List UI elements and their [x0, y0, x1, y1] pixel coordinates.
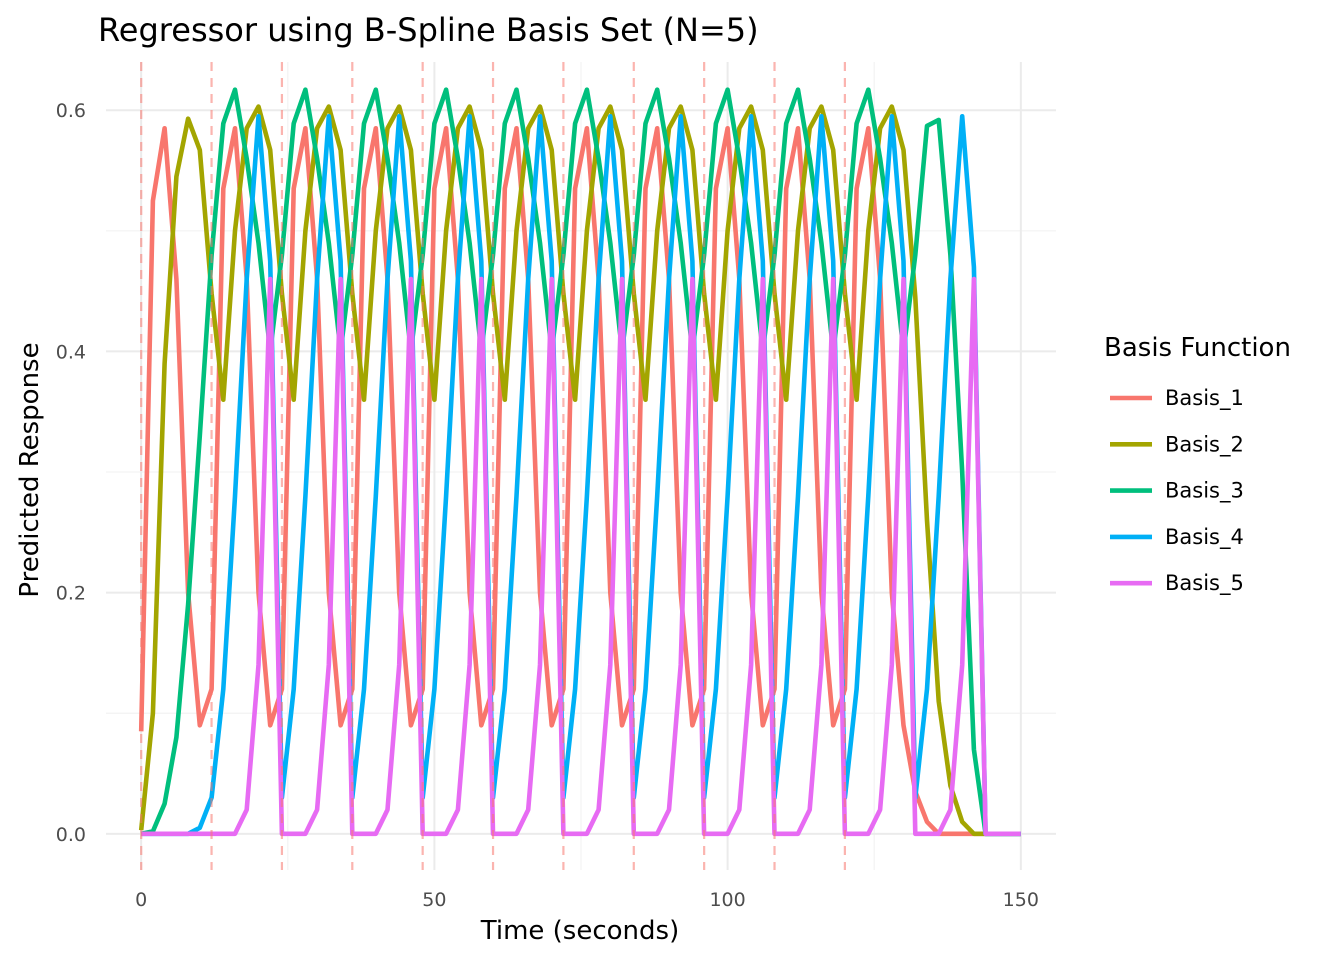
x-tick-label: 0	[135, 889, 147, 911]
y-tick-label: 0.6	[56, 100, 86, 122]
series-lines	[138, 87, 1021, 837]
x-tick-label: 50	[422, 889, 446, 911]
chart-title: Regressor using B-Spline Basis Set (N=5)	[98, 11, 759, 49]
y-tick-label: 0.0	[56, 824, 86, 846]
onset-lines	[140, 62, 846, 870]
legend-label: Basis_4	[1165, 525, 1244, 550]
legend-items: Basis_1 Basis_2 Basis_3 Basis_4 Basis_5	[1110, 386, 1244, 596]
x-tick-label: 150	[1003, 889, 1039, 911]
legend-label: Basis_1	[1165, 386, 1244, 411]
series-line-basis-1	[138, 126, 1021, 837]
series-line-basis-2	[138, 104, 1021, 837]
plot-area	[106, 62, 1056, 870]
y-tick-label: 0.4	[56, 341, 86, 363]
y-axis-tick-labels: 0.0 0.2 0.4 0.6	[56, 100, 86, 846]
legend-title: Basis Function	[1104, 333, 1291, 363]
series-line-basis-3	[140, 87, 1021, 837]
series-line-basis-4	[141, 114, 1021, 837]
x-axis-tick-labels: 0 50 100 150	[135, 889, 1039, 911]
x-tick-label: 100	[709, 889, 745, 911]
legend-label: Basis_3	[1165, 479, 1244, 504]
series-line-basis-5	[141, 276, 1021, 837]
legend-label: Basis_2	[1165, 432, 1244, 457]
legend: Basis Function Basis_1Basis_2Basis_3Basi…	[1104, 333, 1291, 596]
legend-label: Basis_5	[1165, 571, 1244, 596]
y-axis-title: Predicted Response	[15, 342, 45, 597]
x-axis-title: Time (seconds)	[480, 916, 679, 946]
y-tick-label: 0.2	[56, 583, 86, 605]
